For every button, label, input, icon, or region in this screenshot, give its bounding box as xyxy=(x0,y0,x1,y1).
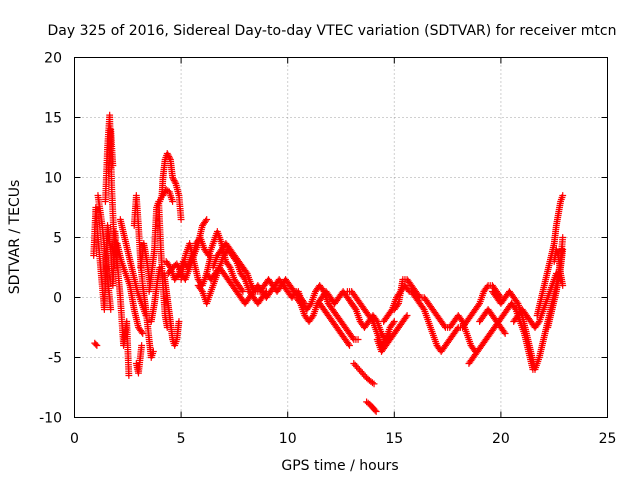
data-point xyxy=(177,216,185,223)
data-point xyxy=(171,178,179,186)
data-point xyxy=(402,313,410,321)
data-point xyxy=(349,334,357,342)
data-point xyxy=(419,304,427,312)
data-point xyxy=(170,177,178,184)
data-point xyxy=(165,153,173,160)
data-point xyxy=(138,328,146,336)
data-point xyxy=(475,301,482,309)
y-tick-label: 5 xyxy=(53,231,62,247)
data-point xyxy=(458,316,465,324)
chart-title: Day 325 of 2016, Sidereal Day-to-day VTE… xyxy=(48,23,617,39)
data-point xyxy=(169,174,176,181)
data-point xyxy=(166,154,174,162)
data-point xyxy=(559,234,567,241)
y-tick-label: 20 xyxy=(44,51,62,67)
data-point xyxy=(403,312,411,319)
data-point xyxy=(107,306,115,313)
data-point xyxy=(372,316,380,324)
x-tick-label: 20 xyxy=(492,431,510,447)
data-point xyxy=(559,192,567,199)
data-point xyxy=(202,217,210,225)
data-point xyxy=(159,192,167,199)
data-point xyxy=(559,246,567,253)
data-point xyxy=(369,379,376,387)
x-axis-label: GPS time / hours xyxy=(281,458,398,474)
data-point xyxy=(319,286,327,294)
data-point xyxy=(203,216,211,223)
data-point xyxy=(500,328,508,336)
data-point xyxy=(164,151,172,159)
data-point xyxy=(351,304,359,312)
x-tick-label: 25 xyxy=(599,431,617,447)
data-point xyxy=(346,342,353,349)
data-point xyxy=(125,372,133,379)
data-point xyxy=(197,286,205,294)
y-tick-label: -10 xyxy=(39,411,62,427)
data-point xyxy=(92,340,100,348)
data-point xyxy=(370,380,378,388)
data-point xyxy=(534,319,542,327)
y-tick-label: 10 xyxy=(44,171,62,187)
data-point xyxy=(149,348,157,355)
data-point xyxy=(372,408,380,415)
x-tick-label: 5 xyxy=(177,431,186,447)
data-point xyxy=(483,283,491,291)
data-point xyxy=(453,325,461,333)
y-tick-labels: -10 -5 0 5 10 15 20 xyxy=(39,51,62,427)
data-point xyxy=(404,286,412,294)
data-point xyxy=(138,342,146,349)
y-tick-label: 0 xyxy=(53,291,62,307)
data-point xyxy=(354,336,362,343)
data-point xyxy=(160,190,168,198)
x-tick-labels: 0 5 10 15 20 25 xyxy=(70,431,616,447)
y-axis-label: SDTVAR / TECUs xyxy=(7,180,23,295)
data-point xyxy=(501,330,509,337)
data-point xyxy=(238,286,246,294)
data-point xyxy=(175,318,183,325)
data-point xyxy=(93,342,101,349)
x-tick-label: 10 xyxy=(279,431,297,447)
data-point xyxy=(113,264,121,271)
data-point xyxy=(308,313,316,321)
data-point xyxy=(225,262,233,270)
y-tick-label: 15 xyxy=(44,111,62,127)
data-point xyxy=(239,288,247,295)
x-tick-label: 0 xyxy=(70,431,79,447)
y-tick-label: -5 xyxy=(48,351,62,367)
data-point xyxy=(390,318,398,325)
data-point xyxy=(306,301,314,309)
data-point xyxy=(156,264,164,271)
data-point xyxy=(345,340,352,348)
data-point xyxy=(139,330,147,337)
data-point xyxy=(389,319,397,327)
data-point xyxy=(169,175,177,183)
data-point xyxy=(513,298,521,306)
data-point xyxy=(559,282,567,289)
data-point xyxy=(441,322,448,330)
data-point xyxy=(163,150,171,157)
data-markers xyxy=(90,111,567,415)
data-point xyxy=(242,268,250,276)
data-point xyxy=(387,307,395,315)
data-point xyxy=(169,198,176,205)
data-point xyxy=(394,301,401,309)
data-point xyxy=(371,406,379,414)
data-point xyxy=(109,162,117,169)
plot-frame xyxy=(74,57,608,418)
x-tick-label: 15 xyxy=(385,431,403,447)
